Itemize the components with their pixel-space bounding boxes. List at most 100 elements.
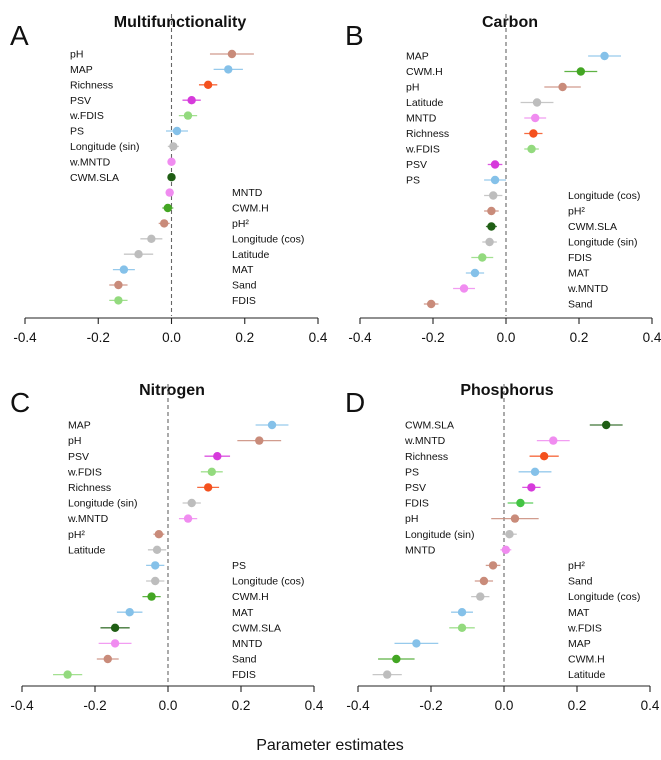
estimate-row: MNTD (98, 638, 263, 650)
estimate-point (172, 126, 182, 136)
estimate-row: PS (70, 126, 188, 138)
predictor-label: w.MNTD (69, 156, 111, 168)
predictor-label: MNTD (232, 638, 263, 650)
estimate-row: CWM.H (162, 203, 269, 215)
estimate-point (549, 436, 558, 445)
estimate-row: w.MNTD (69, 156, 176, 168)
estimate-row: Sand (109, 280, 257, 292)
predictor-label: PSV (68, 451, 89, 463)
predictor-label: MAP (68, 420, 91, 432)
estimate-point (167, 173, 176, 182)
estimate-point (119, 265, 129, 274)
estimate-row: MAP (394, 638, 591, 650)
estimate-row: PSV (406, 159, 503, 171)
estimate-row: CWM.SLA (485, 221, 617, 233)
predictor-label: w.MNTD (67, 513, 109, 525)
estimate-row: pH (405, 513, 539, 525)
predictor-label: Longitude (sin) (568, 237, 637, 249)
estimate-row: PSV (405, 482, 541, 494)
predictor-label: w.FDIS (405, 144, 440, 156)
estimate-row: w.MNTD (404, 435, 570, 447)
predictor-label: Sand (568, 576, 593, 588)
predictor-label: pH² (232, 218, 249, 230)
x-tick-label: 0.4 (305, 698, 324, 713)
estimate-point (426, 299, 436, 309)
estimate-row: CWM.H (378, 654, 605, 666)
predictor-label: MAP (568, 638, 591, 650)
estimate-point (203, 80, 213, 90)
panel-letter: A (10, 20, 29, 51)
estimate-point (267, 420, 277, 430)
predictor-label: MAT (568, 268, 590, 280)
x-tick-label: -0.2 (421, 330, 444, 345)
estimate-row: pH² (68, 529, 165, 541)
predictor-label: pH (68, 435, 81, 447)
x-tick-label: -0.2 (419, 698, 442, 713)
predictor-label: PSV (70, 95, 91, 107)
predictor-label: MNTD (406, 113, 437, 125)
x-tick-label: 0.2 (232, 698, 251, 713)
predictor-label: MNTD (232, 187, 263, 199)
estimate-row: MNTD (165, 187, 263, 199)
panel-c: C Nitrogen -0.4 -0.2 0.0 0.2 0.4 MAP pH PSV w.FDIS… (10, 382, 324, 713)
predictor-label: Richness (405, 451, 448, 463)
predictor-label: Longitude (cos) (568, 591, 640, 603)
estimate-row: MAT (112, 264, 254, 276)
predictor-label: PS (406, 175, 420, 187)
x-tick-label: 0.2 (570, 330, 589, 345)
estimate-row: pH (406, 82, 581, 94)
estimate-row: CWM.SLA (405, 420, 623, 432)
predictor-label: Sand (232, 654, 257, 666)
estimate-point (457, 608, 467, 617)
estimate-row: MAP (70, 64, 243, 76)
estimate-point (485, 237, 494, 247)
estimate-row: MAP (68, 420, 289, 432)
predictor-label: w.FDIS (69, 110, 104, 122)
predictor-label: Richness (70, 79, 113, 91)
x-tick-label: -0.4 (10, 698, 34, 713)
estimate-point (476, 592, 485, 601)
predictor-label: MAT (568, 607, 590, 619)
panel-a: A Multifunctionality -0.4 -0.2 0.0 0.2 0.4 pH MA… (10, 14, 328, 345)
estimate-row: Longitude (sin) (405, 529, 517, 541)
estimate-point (459, 284, 469, 293)
x-tick-label: 0.0 (495, 698, 514, 713)
x-tick-label: -0.4 (348, 330, 372, 345)
estimate-point (501, 545, 511, 554)
estimate-point (125, 608, 134, 617)
estimate-point (488, 561, 498, 570)
estimate-point (489, 191, 498, 200)
predictor-label: w.FDIS (67, 466, 102, 478)
estimate-point (539, 452, 549, 461)
predictor-label: CWM.H (406, 66, 443, 78)
estimate-point (213, 452, 222, 461)
predictor-label: w.MNTD (404, 435, 446, 447)
estimate-point (167, 157, 176, 166)
estimate-row: CWM.SLA (100, 622, 281, 634)
estimate-point (224, 65, 233, 74)
x-tick-label: -0.2 (83, 698, 106, 713)
estimate-point (383, 670, 392, 679)
estimate-point (602, 420, 611, 430)
estimate-point (490, 160, 500, 169)
predictor-label: Richness (68, 482, 111, 494)
estimate-row: MAT (465, 268, 590, 280)
estimate-point (487, 222, 496, 231)
estimate-row: w.FDIS (405, 144, 539, 156)
estimate-point (165, 188, 174, 197)
estimate-row: Longitude (sin) (68, 498, 201, 510)
estimate-point (152, 545, 162, 554)
estimate-row: Longitude (cos) (140, 233, 304, 245)
estimate-point (114, 280, 123, 290)
estimate-row: w.MNTD (453, 283, 609, 295)
predictor-label: w.FDIS (567, 622, 602, 634)
estimate-point (227, 49, 237, 59)
estimate-row: PS (406, 175, 506, 187)
predictor-label: PS (405, 466, 419, 478)
panel-title: Carbon (482, 14, 538, 31)
estimate-point (207, 467, 216, 476)
estimate-point (412, 639, 421, 648)
estimate-row: Longitude (cos) (471, 591, 640, 603)
panel-letter: D (345, 387, 365, 418)
predictor-label: CWM.H (232, 203, 269, 215)
